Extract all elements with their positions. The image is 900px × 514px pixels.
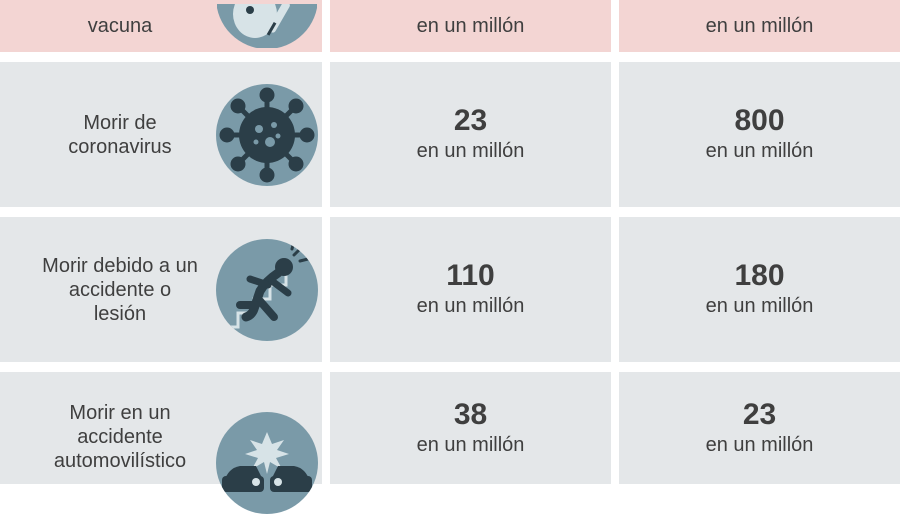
- row-accident-label-cell: Morir debido a un accidente o lesión: [0, 217, 322, 362]
- unit-text: en un millón: [706, 434, 814, 457]
- row-car-crash: Morir en un accidente automovilístico: [0, 372, 900, 484]
- unit-text: en un millón: [706, 295, 814, 318]
- value-number: 800: [734, 106, 784, 136]
- fall-icon: [212, 235, 322, 345]
- row-vaccine-col2: en un millón: [619, 0, 900, 52]
- row-vaccine-col1: en un millón: [330, 0, 611, 52]
- car-crash-icon: [212, 381, 322, 476]
- col-gap: [322, 0, 330, 52]
- row-accident: Morir debido a un accidente o lesión: [0, 217, 900, 362]
- row-gap: [0, 52, 900, 62]
- unit-text: en un millón: [417, 140, 525, 163]
- col-gap: [611, 217, 619, 362]
- col-gap: [322, 62, 330, 207]
- row-vaccine-label: vacuna: [40, 14, 200, 38]
- row-vaccine: vacuna en un millón en un mi: [0, 0, 900, 52]
- row-coronavirus-label-cell: Morir de coronavirus: [0, 62, 322, 207]
- row-coronavirus-label: Morir de coronavirus: [40, 111, 200, 159]
- unit-text: en un millón: [706, 15, 814, 38]
- value-number: 110: [446, 261, 494, 291]
- unit-text: en un millón: [417, 15, 525, 38]
- unit-text: en un millón: [706, 140, 814, 163]
- value-number: 23: [454, 106, 487, 136]
- row-car-crash-col2: 23 en un millón: [619, 372, 900, 484]
- row-car-crash-label-cell: Morir en un accidente automovilístico: [0, 372, 322, 484]
- value-number: 180: [734, 261, 784, 291]
- value-number: 38: [454, 400, 487, 430]
- col-gap: [611, 62, 619, 207]
- row-car-crash-col1: 38 en un millón: [330, 372, 611, 484]
- row-vaccine-label-cell: vacuna: [0, 0, 322, 52]
- col-gap: [322, 372, 330, 484]
- col-gap: [322, 217, 330, 362]
- row-gap: [0, 362, 900, 372]
- value-number: 23: [743, 400, 776, 430]
- row-coronavirus: Morir de coronavirus: [0, 62, 900, 207]
- vaccine-icon: [212, 4, 322, 48]
- row-accident-label: Morir debido a un accidente o lesión: [40, 254, 200, 326]
- row-gap: [0, 207, 900, 217]
- row-coronavirus-col2: 800 en un millón: [619, 62, 900, 207]
- row-accident-col1: 110 en un millón: [330, 217, 611, 362]
- unit-text: en un millón: [417, 295, 525, 318]
- col-gap: [611, 0, 619, 52]
- row-car-crash-label: Morir en un accidente automovilístico: [40, 401, 200, 473]
- unit-text: en un millón: [417, 434, 525, 457]
- row-accident-col2: 180 en un millón: [619, 217, 900, 362]
- col-gap: [611, 372, 619, 484]
- virus-icon: [212, 80, 322, 190]
- risk-table: vacuna en un millón en un mi: [0, 0, 900, 484]
- row-coronavirus-col1: 23 en un millón: [330, 62, 611, 207]
